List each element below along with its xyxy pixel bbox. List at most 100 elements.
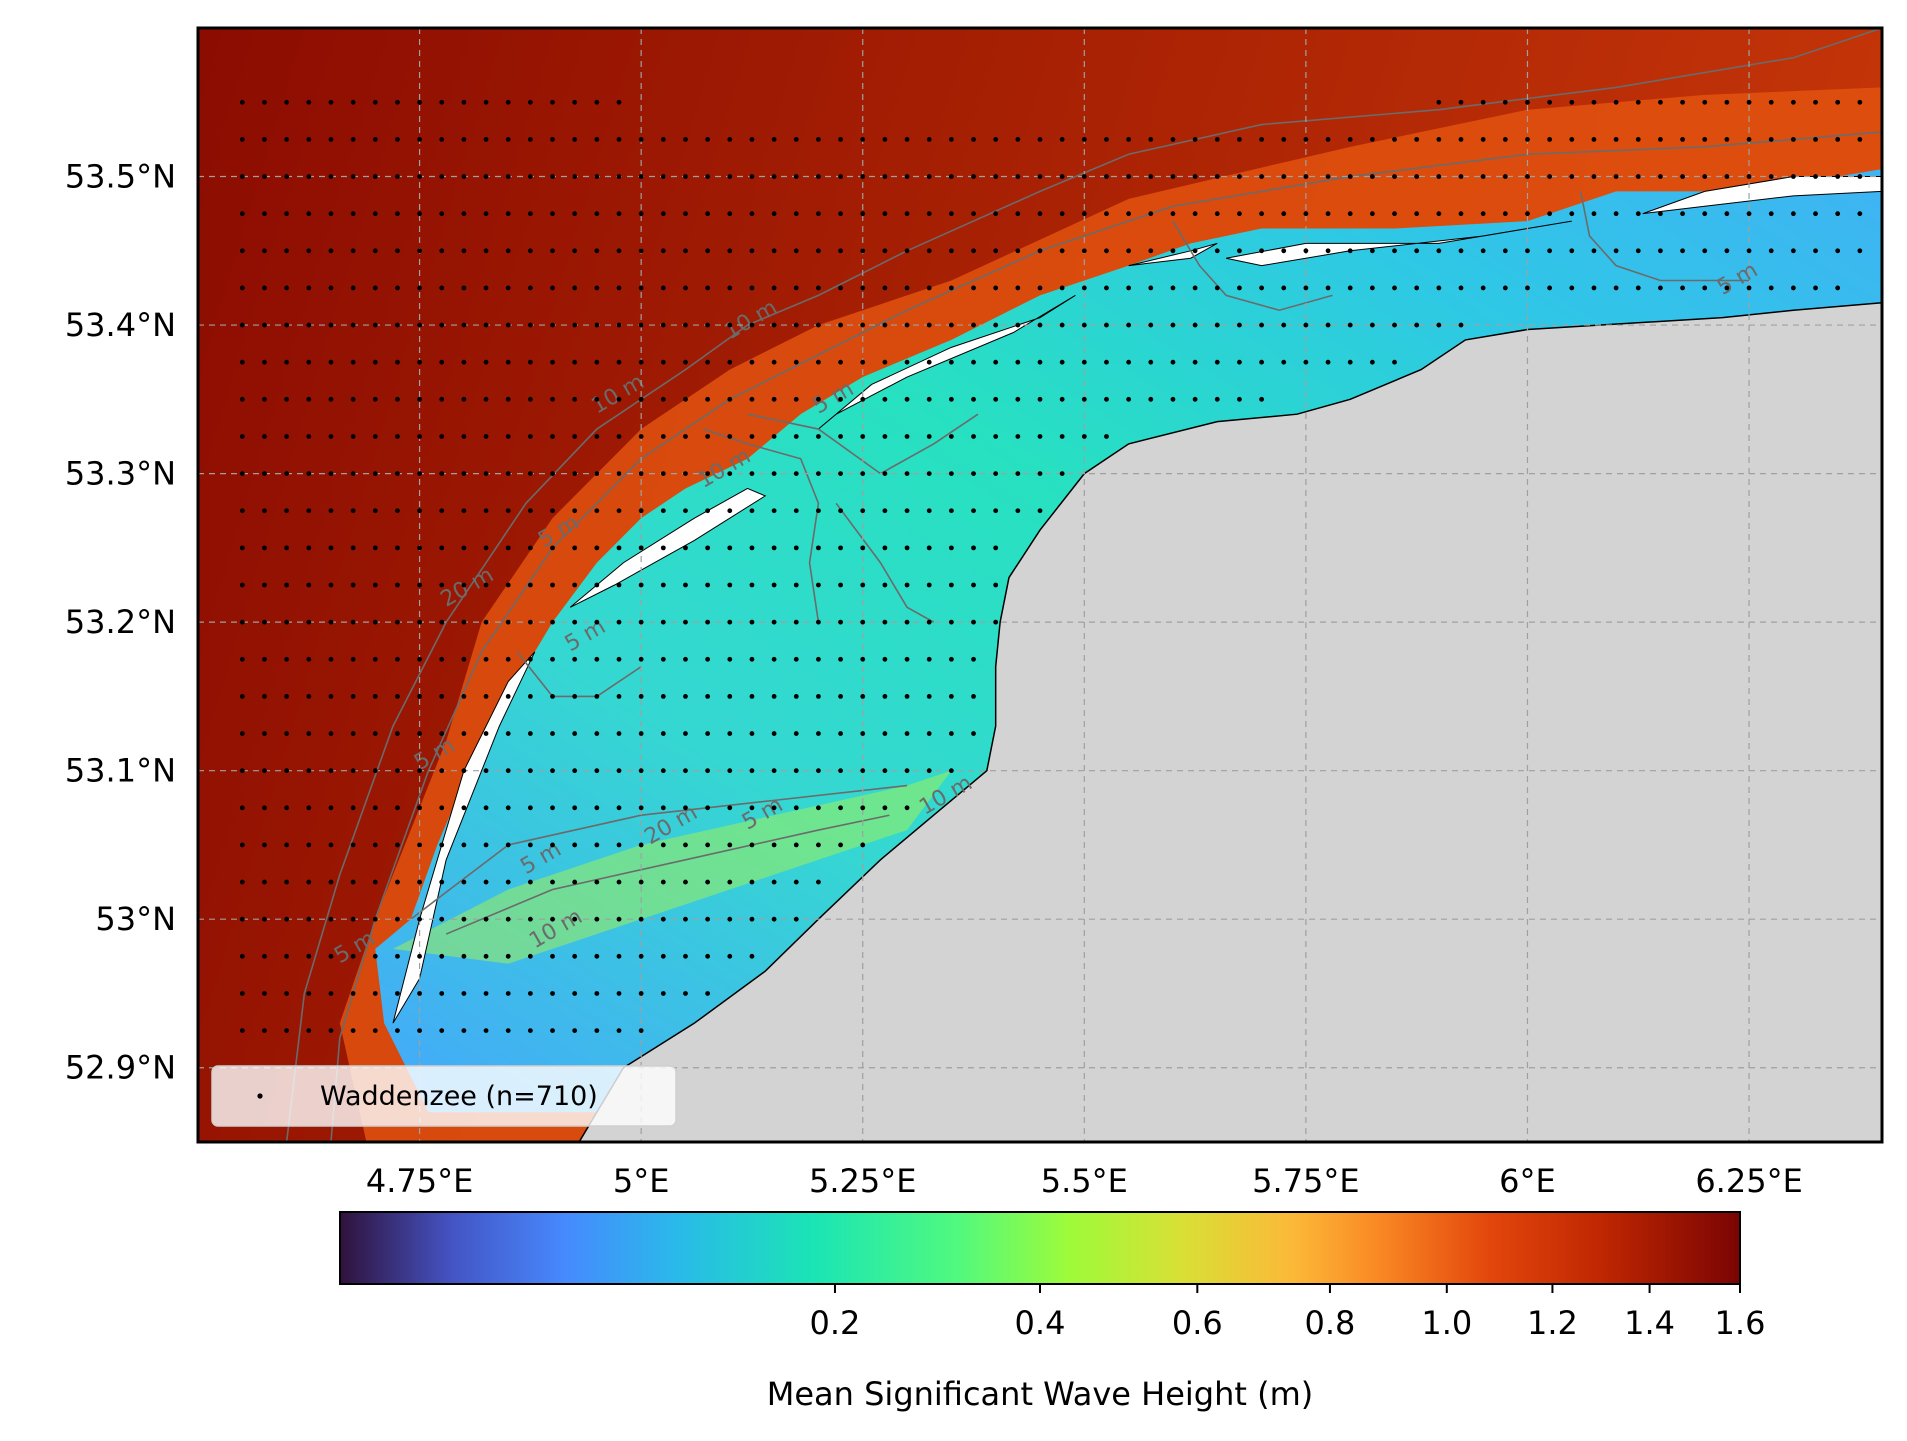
station-point xyxy=(550,359,555,365)
station-point xyxy=(948,694,954,699)
depth-contour-line xyxy=(702,428,820,623)
station-point xyxy=(1768,99,1774,105)
barrier-island xyxy=(392,651,536,1024)
station-point xyxy=(527,248,533,254)
lat-tick: 53.5°N xyxy=(65,158,176,196)
station-point xyxy=(328,879,334,885)
station-point xyxy=(417,434,422,439)
station-point xyxy=(527,508,533,514)
station-point xyxy=(1746,99,1752,105)
station-point xyxy=(660,656,666,662)
station-point xyxy=(1081,174,1087,179)
station-point xyxy=(395,322,400,328)
lon-tick: 5.5°E xyxy=(1041,1162,1128,1200)
station-point xyxy=(594,285,600,291)
station-point xyxy=(527,991,533,996)
station-point xyxy=(816,842,821,848)
station-point xyxy=(328,805,334,811)
station-point xyxy=(550,137,555,142)
station-point xyxy=(727,879,733,885)
station-point xyxy=(483,248,489,254)
station-point xyxy=(328,656,334,662)
lon-tick: 5.75°E xyxy=(1252,1162,1359,1200)
station-point xyxy=(1790,248,1796,254)
lat-tick: 52.9°N xyxy=(65,1049,176,1087)
station-point xyxy=(505,211,511,217)
station-point xyxy=(439,137,445,142)
station-point xyxy=(771,656,777,662)
station-point xyxy=(638,731,644,736)
station-point xyxy=(705,322,711,328)
station-point xyxy=(771,879,777,885)
station-point xyxy=(461,211,467,217)
station-point xyxy=(1414,137,1420,142)
station-point xyxy=(727,805,733,811)
station-point xyxy=(594,248,600,254)
station-point xyxy=(926,731,932,736)
station-point xyxy=(550,285,555,291)
station-point xyxy=(683,137,688,142)
station-point xyxy=(284,1028,290,1033)
station-point xyxy=(1436,211,1442,217)
station-point xyxy=(328,508,334,514)
station-point xyxy=(749,248,755,254)
station-point xyxy=(1635,137,1641,142)
station-point xyxy=(948,731,954,736)
station-point xyxy=(1347,137,1353,142)
station-point xyxy=(1768,174,1774,179)
station-point xyxy=(1702,174,1708,179)
station-point xyxy=(1325,359,1331,365)
station-point xyxy=(527,619,533,625)
station-point xyxy=(948,248,954,254)
station-point xyxy=(683,879,688,885)
station-point xyxy=(1746,174,1752,179)
station-point xyxy=(1303,137,1309,142)
station-point xyxy=(483,508,489,514)
station-point xyxy=(1436,248,1442,254)
station-point xyxy=(904,211,910,217)
station-point xyxy=(1170,322,1176,328)
station-point xyxy=(1635,285,1641,291)
station-point xyxy=(1458,211,1464,217)
station-point xyxy=(328,471,334,476)
station-point xyxy=(616,99,622,105)
station-point xyxy=(372,285,378,291)
colorbar-tick: 0.2 xyxy=(810,1304,861,1342)
station-point xyxy=(505,434,511,439)
station-point xyxy=(1635,248,1641,254)
station-point xyxy=(816,211,821,217)
station-point xyxy=(860,434,866,439)
station-point xyxy=(860,396,866,402)
station-point xyxy=(1613,137,1619,142)
station-point xyxy=(350,322,356,328)
station-point xyxy=(771,322,777,328)
station-point xyxy=(1702,137,1708,142)
station-point xyxy=(1591,211,1597,217)
station-point xyxy=(417,991,422,996)
station-point xyxy=(771,619,777,625)
station-point xyxy=(572,359,578,365)
station-point xyxy=(372,396,378,402)
station-point xyxy=(372,582,378,588)
station-point xyxy=(1081,285,1087,291)
station-point xyxy=(1059,211,1065,217)
station-point xyxy=(306,953,312,959)
station-point xyxy=(683,471,688,476)
station-point xyxy=(882,656,888,662)
station-point xyxy=(328,582,334,588)
station-point xyxy=(638,508,644,514)
station-point xyxy=(306,137,312,142)
station-point xyxy=(727,694,733,699)
station-point xyxy=(372,694,378,699)
station-point xyxy=(1192,174,1198,179)
station-point xyxy=(1214,359,1220,365)
station-point xyxy=(1525,137,1530,142)
station-point xyxy=(971,396,976,402)
station-point xyxy=(1104,137,1109,142)
station-point xyxy=(1059,396,1065,402)
station-point xyxy=(926,508,932,514)
station-point xyxy=(262,582,267,588)
station-point xyxy=(417,731,422,736)
station-point xyxy=(461,582,467,588)
station-point xyxy=(904,359,910,365)
